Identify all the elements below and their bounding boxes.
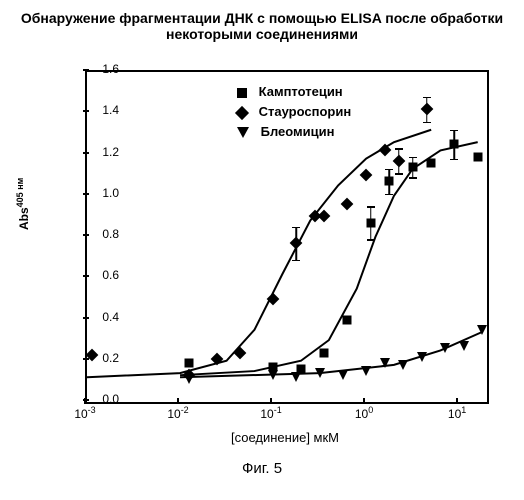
- data-point: [417, 352, 427, 362]
- y-tick-label: 0.0: [89, 392, 119, 406]
- x-axis-label: [соединение] мкМ: [85, 430, 485, 445]
- x-tick-label: 100: [355, 405, 373, 421]
- y-tick-mark: [83, 69, 89, 71]
- data-point: [459, 341, 469, 351]
- x-tick-mark: [363, 398, 365, 404]
- figure-caption: Фиг. 5: [0, 460, 524, 477]
- y-axis-label: Abs405 нм: [15, 178, 31, 230]
- x-tick-mark: [177, 398, 179, 404]
- figure-container: Обнаружение фрагментации ДНК с помощью E…: [0, 0, 524, 500]
- error-cap: [367, 239, 375, 241]
- x-tick-label: 10-3: [74, 405, 95, 421]
- ylabel-text: Abs405 нм: [17, 178, 31, 230]
- error-cap: [395, 148, 403, 150]
- legend-label: Блеомицин: [261, 124, 335, 139]
- plot-area: Камптотецин Стауроспорин Блеомицин: [85, 70, 489, 404]
- y-tick-label: 1.6: [89, 62, 119, 76]
- y-tick-mark: [83, 234, 89, 236]
- x-tick-label: 10-1: [260, 405, 281, 421]
- data-point: [290, 237, 303, 250]
- data-point: [343, 315, 352, 324]
- error-cap: [292, 227, 300, 229]
- fit-curve: [180, 332, 482, 377]
- y-tick-mark: [83, 152, 89, 154]
- data-point: [320, 348, 329, 357]
- data-point: [408, 162, 417, 171]
- y-tick-mark: [83, 358, 89, 360]
- error-cap: [292, 260, 300, 262]
- data-point: [211, 352, 224, 365]
- error-cap: [423, 97, 431, 99]
- data-point: [315, 368, 325, 378]
- data-point: [360, 169, 373, 182]
- data-point: [185, 358, 194, 367]
- fit-curve: [180, 142, 478, 375]
- x-tick-label: 10-2: [167, 405, 188, 421]
- error-cap: [367, 206, 375, 208]
- chart-title: Обнаружение фрагментации ДНК с помощью E…: [0, 0, 524, 47]
- legend-label: Камптотецин: [259, 84, 343, 99]
- data-point: [378, 144, 391, 157]
- data-point: [392, 154, 405, 167]
- y-tick-label: 1.4: [89, 103, 119, 117]
- y-tick-mark: [83, 317, 89, 319]
- x-tick-mark: [270, 398, 272, 404]
- triangle-down-marker-icon: [237, 127, 249, 138]
- data-point: [267, 293, 280, 306]
- y-tick-mark: [83, 110, 89, 112]
- y-tick-mark: [83, 193, 89, 195]
- data-point: [440, 343, 450, 353]
- legend: Камптотецин Стауроспорин Блеомицин: [237, 84, 351, 144]
- data-point: [473, 152, 482, 161]
- data-point: [268, 370, 278, 380]
- data-point: [385, 177, 394, 186]
- y-tick-label: 0.6: [89, 268, 119, 282]
- legend-label: Стауроспорин: [259, 104, 352, 119]
- error-cap: [450, 130, 458, 132]
- y-tick-label: 1.2: [89, 145, 119, 159]
- x-tick-label: 101: [448, 405, 466, 421]
- error-cap: [385, 194, 393, 196]
- fit-curve: [87, 130, 431, 378]
- data-point: [338, 370, 348, 380]
- y-tick-label: 0.4: [89, 310, 119, 324]
- legend-item-staurosporine: Стауроспорин: [237, 104, 351, 122]
- y-tick-mark: [83, 275, 89, 277]
- data-point: [184, 374, 194, 384]
- legend-item-camptothecin: Камптотецин: [237, 84, 351, 102]
- data-point: [366, 218, 375, 227]
- data-point: [427, 158, 436, 167]
- data-point: [380, 358, 390, 368]
- data-point: [450, 140, 459, 149]
- data-point: [477, 325, 487, 335]
- data-point: [318, 210, 331, 223]
- error-cap: [423, 122, 431, 124]
- x-tick-mark: [456, 398, 458, 404]
- legend-item-bleomycin: Блеомицин: [237, 124, 351, 142]
- x-tick-mark: [84, 398, 86, 404]
- error-cap: [450, 159, 458, 161]
- data-point: [361, 366, 371, 376]
- data-point: [234, 346, 247, 359]
- y-tick-label: 0.8: [89, 227, 119, 241]
- y-tick-label: 1.0: [89, 186, 119, 200]
- square-marker-icon: [237, 88, 247, 98]
- error-cap: [409, 157, 417, 159]
- y-tick-label: 0.2: [89, 351, 119, 365]
- error-cap: [385, 169, 393, 171]
- data-point: [398, 360, 408, 370]
- error-cap: [395, 173, 403, 175]
- diamond-marker-icon: [235, 105, 249, 119]
- data-point: [420, 103, 433, 116]
- data-point: [341, 198, 354, 211]
- data-point: [291, 372, 301, 382]
- error-cap: [409, 177, 417, 179]
